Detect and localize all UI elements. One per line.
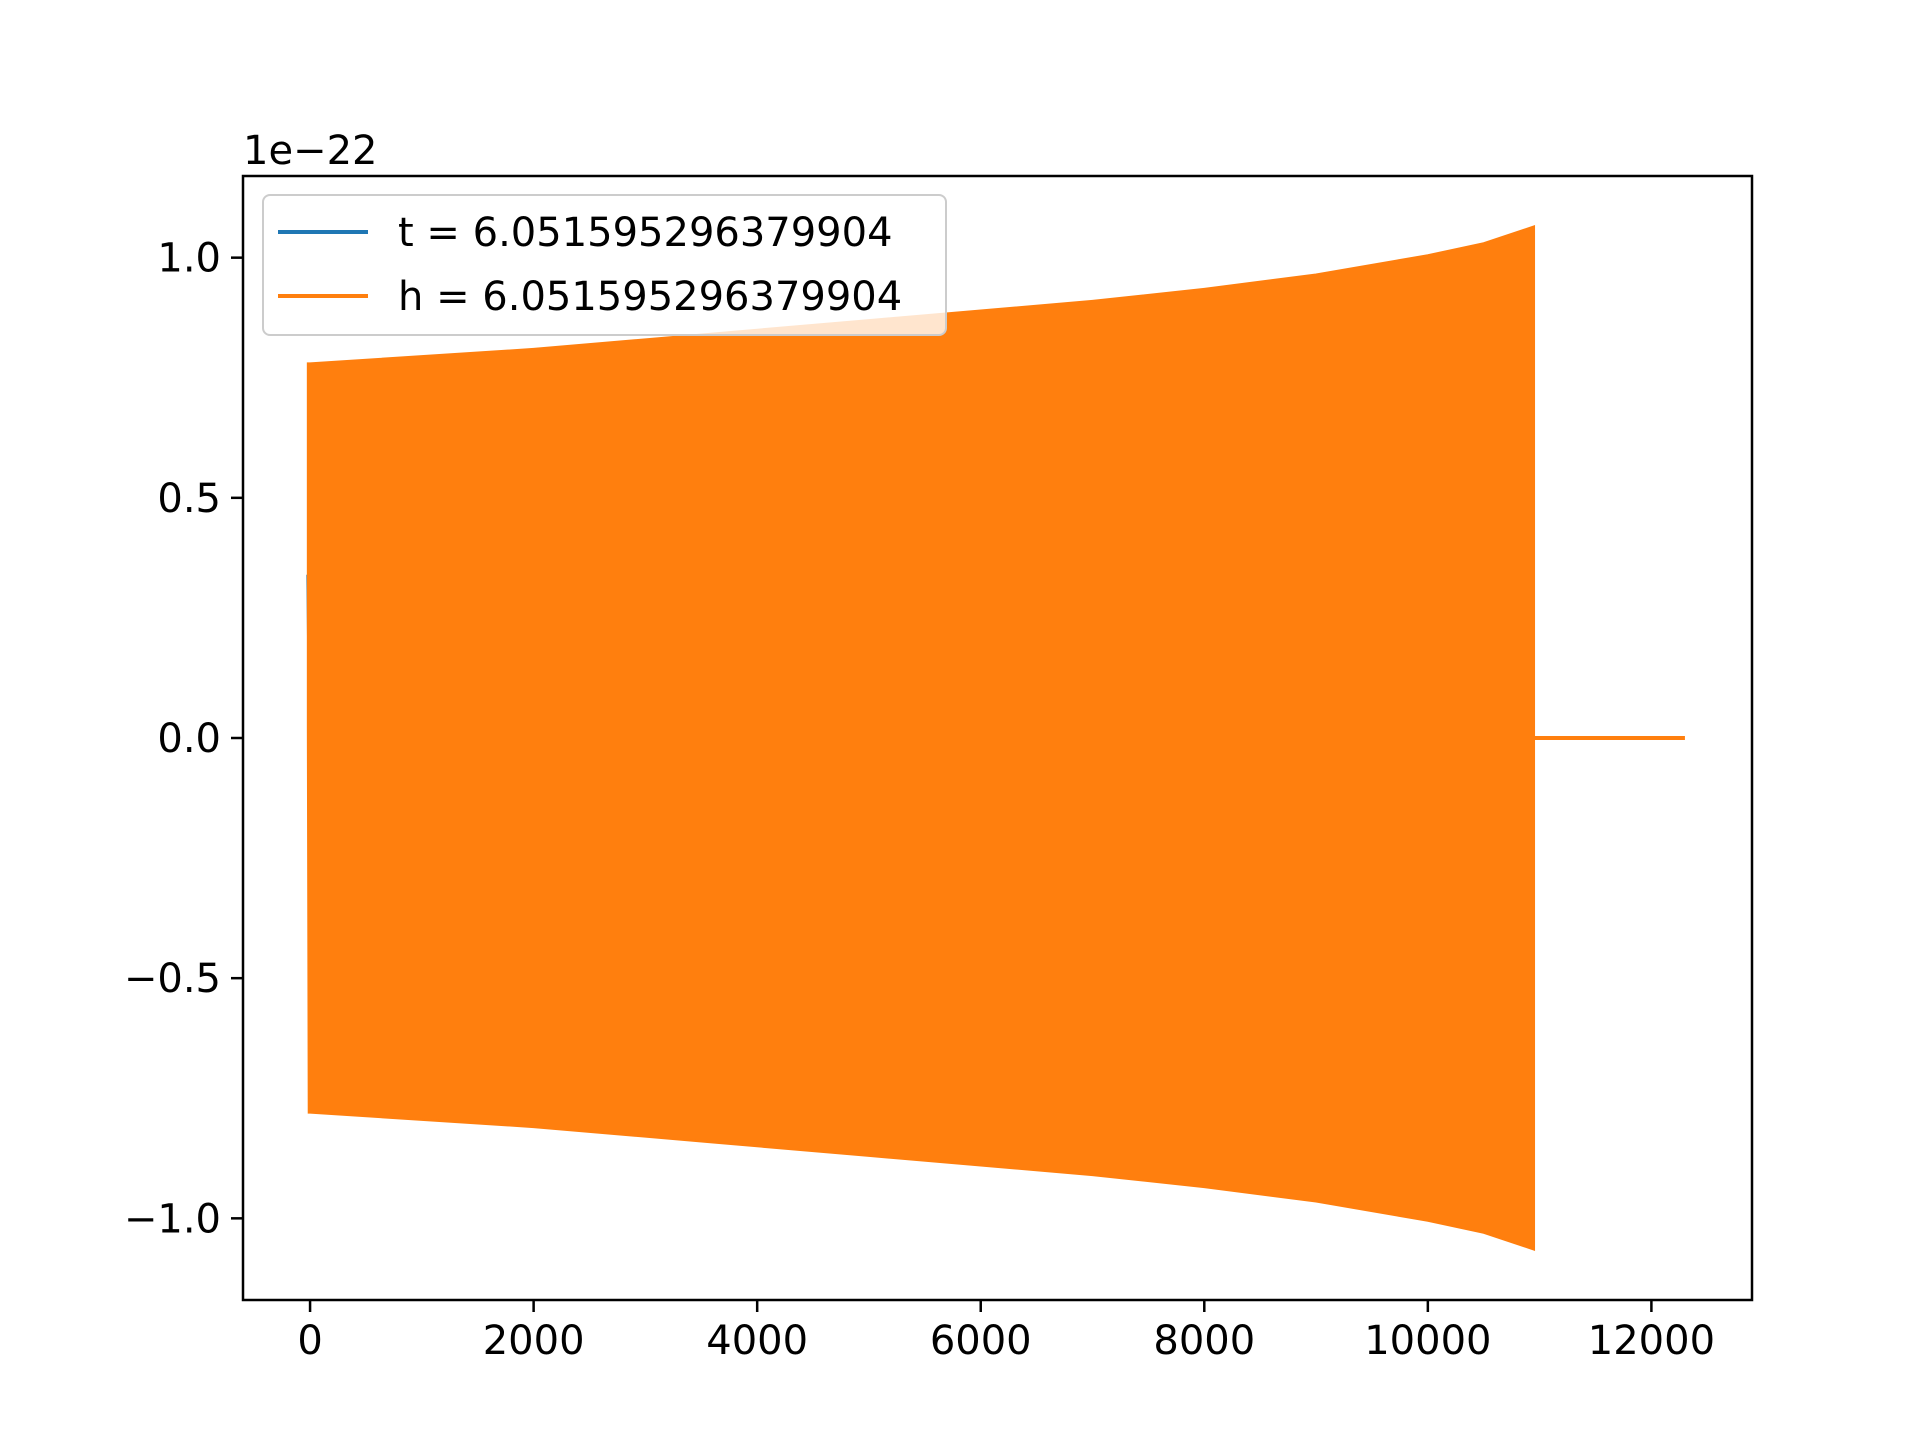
x-axis-ticks: 0 2000 4000 6000 8000 10000 12000 xyxy=(297,1300,1715,1364)
y-tick-label: 1.0 xyxy=(157,236,221,282)
x-tick-label: 10000 xyxy=(1364,1318,1491,1364)
y-offset-label: 1e−22 xyxy=(243,128,377,174)
x-tick-label: 0 xyxy=(297,1318,322,1364)
y-axis-ticks: 1.0 0.5 0.0 −0.5 −1.0 xyxy=(124,236,243,1242)
x-tick-label: 12000 xyxy=(1588,1318,1715,1364)
x-tick-label: 6000 xyxy=(930,1318,1032,1364)
x-tick-label: 4000 xyxy=(706,1318,808,1364)
x-tick-label: 8000 xyxy=(1153,1318,1255,1364)
series-h-envelope xyxy=(306,225,1536,1251)
x-tick-label: 2000 xyxy=(483,1318,585,1364)
legend: t = 6.051595296379904 h = 6.0515952963799… xyxy=(262,194,947,336)
legend-label: h = 6.051595296379904 xyxy=(398,274,902,320)
y-tick-label: −1.0 xyxy=(124,1196,221,1242)
plot-layer xyxy=(306,225,1685,1251)
legend-box xyxy=(262,194,947,336)
y-tick-label: 0.0 xyxy=(157,716,221,762)
y-tick-label: −0.5 xyxy=(124,956,221,1002)
y-tick-label: 0.5 xyxy=(157,476,221,522)
legend-label: t = 6.051595296379904 xyxy=(398,210,893,256)
